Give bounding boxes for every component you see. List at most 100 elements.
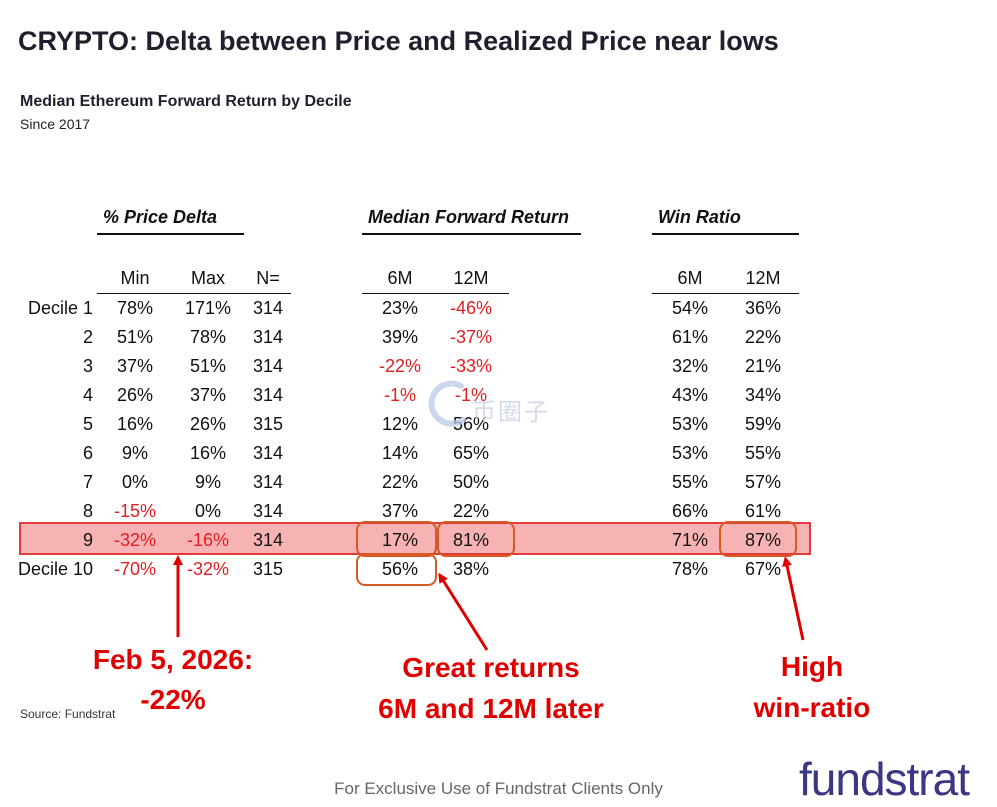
cell-fr12: -37%	[449, 327, 493, 347]
cell-wr6: 32%	[671, 356, 709, 376]
col-header-fr-12m: 12M	[453, 268, 489, 288]
cell-wr6: 53%	[671, 414, 709, 434]
cell-fr6: 14%	[381, 443, 419, 463]
cell-n: 314	[252, 385, 284, 405]
callout-win-line1: High	[780, 651, 844, 682]
cell-fr12: 50%	[452, 472, 490, 492]
cell-wr12: 61%	[744, 501, 782, 521]
cell-fr6: 22%	[381, 472, 419, 492]
cell-n: 314	[252, 472, 284, 492]
col-header-wr-6m: 6M	[677, 268, 703, 288]
cell-min: 26%	[116, 385, 154, 405]
group-header-win-ratio: Win Ratio	[658, 207, 741, 227]
cell-n: 314	[252, 501, 284, 521]
cell-min: 37%	[116, 356, 154, 376]
row-label: 2	[82, 327, 93, 347]
page-title: CRYPTO: Delta between Price and Realized…	[18, 26, 779, 56]
cell-max: 9%	[194, 472, 221, 492]
col-header-min: Min	[120, 268, 150, 288]
cell-wr6: 61%	[671, 327, 709, 347]
callout-win-line2: win-ratio	[753, 692, 871, 723]
cell-min: -32%	[113, 530, 157, 550]
cell-max: 37%	[189, 385, 227, 405]
cell-wr12: 22%	[744, 327, 782, 347]
col-header-n: N=	[256, 268, 280, 288]
fr-12m-decile-9-box	[437, 521, 515, 557]
cell-min: -70%	[113, 559, 157, 579]
group-header-forward-return: Median Forward Return	[368, 207, 570, 227]
cell-n: 314	[252, 298, 284, 318]
cell-wr12: 57%	[744, 472, 782, 492]
col-header-max: Max	[190, 268, 225, 288]
cell-fr12: -33%	[449, 356, 493, 376]
cell-min: 78%	[116, 298, 154, 318]
cell-wr6: 71%	[671, 530, 709, 550]
cell-wr12: 87%	[744, 530, 782, 550]
cell-wr6: 53%	[671, 443, 709, 463]
cell-wr12: 21%	[744, 356, 782, 376]
cell-fr12: -1%	[454, 385, 487, 405]
cell-n: 314	[252, 356, 284, 376]
source-note: Source: Fundstrat	[20, 707, 116, 721]
cell-max: -32%	[186, 559, 230, 579]
watermark-logo-icon	[428, 380, 466, 427]
table-subtitle: Median Ethereum Forward Return by Decile	[20, 93, 352, 110]
cell-n: 314	[252, 443, 284, 463]
cell-max: -16%	[186, 530, 230, 550]
fr-6m-decile-9-box	[356, 521, 437, 557]
row-label: 4	[82, 385, 93, 405]
cell-max: 51%	[189, 356, 227, 376]
col-header-wr-12m: 12M	[745, 268, 781, 288]
row-label: Decile 1	[27, 298, 93, 318]
cell-wr12: 36%	[744, 298, 782, 318]
cell-fr6: 23%	[381, 298, 419, 318]
cell-fr6: -22%	[378, 356, 422, 376]
row-label: 8	[82, 501, 93, 521]
cell-fr6: 37%	[381, 501, 419, 521]
group-underline-forward-return	[362, 233, 581, 235]
row-label: 7	[82, 472, 93, 492]
callout-date-line2: -22%	[140, 684, 206, 715]
watermark-text: 币圈子	[472, 399, 550, 426]
callout-date-line1: Feb 5, 2026:	[92, 644, 254, 675]
callout-returns-line1: Great returns	[402, 652, 580, 683]
cell-fr6: 39%	[381, 327, 419, 347]
cell-n: 314	[252, 327, 284, 347]
cell-fr6: -1%	[383, 385, 416, 405]
fr-6m-decile-10-box	[356, 553, 437, 586]
col-header-fr-6m: 6M	[387, 268, 413, 288]
header-rule-win-ratio	[652, 293, 799, 294]
cell-wr12: 55%	[744, 443, 782, 463]
cell-min: 9%	[121, 443, 148, 463]
row-label: 9	[82, 530, 93, 550]
cell-wr6: 78%	[671, 559, 709, 579]
cell-fr6: 12%	[381, 414, 419, 434]
cell-min: 0%	[121, 472, 148, 492]
cell-fr12: 81%	[452, 530, 490, 550]
cell-wr6: 54%	[671, 298, 709, 318]
cell-wr12: 67%	[744, 559, 782, 579]
cell-fr12: 65%	[452, 443, 490, 463]
row-label: 3	[82, 356, 93, 376]
cell-fr12: -46%	[449, 298, 493, 318]
group-underline-win-ratio	[652, 233, 799, 235]
cell-max: 26%	[189, 414, 227, 434]
cell-n: 315	[252, 414, 284, 434]
cell-fr12: 38%	[452, 559, 490, 579]
cell-fr6: 17%	[381, 530, 419, 550]
header-rule-price-delta	[97, 293, 291, 294]
wr-12m-decile-9-box	[719, 521, 797, 557]
since-note: Since 2017	[20, 116, 91, 132]
cell-wr12: 59%	[744, 414, 782, 434]
row-label: Decile 10	[17, 559, 93, 579]
cell-min: -15%	[113, 501, 157, 521]
cell-n: 315	[252, 559, 284, 579]
arrow-to-forward-returns	[438, 572, 489, 651]
cell-max: 171%	[184, 298, 232, 318]
cell-max: 0%	[194, 501, 221, 521]
cell-n: 314	[252, 530, 284, 550]
cell-wr6: 43%	[671, 385, 709, 405]
header-rule-forward-return	[362, 293, 509, 294]
fundstrat-logo: fundstrat	[799, 753, 970, 805]
